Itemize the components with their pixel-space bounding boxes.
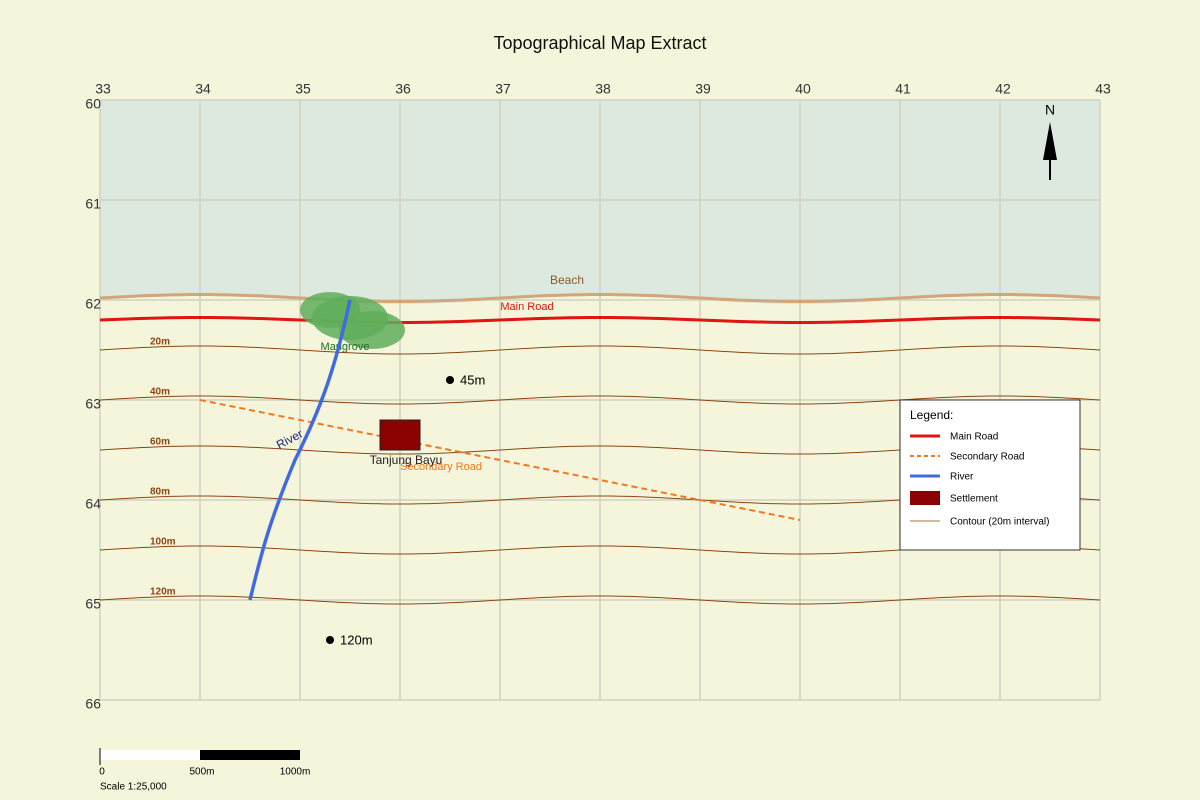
- northing-label: 64: [85, 496, 101, 512]
- contour-line: [99, 395, 1101, 405]
- northing-label: 66: [85, 696, 101, 712]
- contour-line: [99, 595, 1101, 605]
- scale-tick-label: 500m: [189, 767, 214, 778]
- northing-label: 61: [85, 196, 101, 212]
- legend-item: Secondary Road: [950, 452, 1025, 463]
- easting-label: 34: [195, 81, 211, 97]
- contour-label: 80m: [150, 487, 170, 498]
- spot-height-label: 120m: [340, 632, 373, 647]
- northing-label: 60: [85, 96, 101, 112]
- scale-segment: [200, 750, 300, 760]
- contour-label: 40m: [150, 387, 170, 398]
- main-road: [99, 316, 1101, 324]
- contour-label: 120m: [150, 587, 176, 598]
- easting-label: 41: [895, 81, 911, 97]
- legend-item: Main Road: [950, 432, 998, 443]
- northing-label: 63: [85, 396, 101, 412]
- easting-label: 43: [1095, 81, 1111, 97]
- secondary-road-label: Secondary Road: [400, 461, 482, 473]
- legend-title: Legend:: [910, 408, 953, 422]
- scale-segment: [100, 750, 200, 760]
- main-road-label: Main Road: [500, 301, 553, 313]
- spot-height-label: 45m: [460, 372, 485, 387]
- beach-line: [99, 293, 1101, 303]
- spot-height: [446, 376, 454, 384]
- north-label: N: [1045, 102, 1055, 118]
- easting-label: 35: [295, 81, 311, 97]
- northing-label: 62: [85, 296, 101, 312]
- contour-label: 20m: [150, 337, 170, 348]
- legend-item: Contour (20m interval): [950, 517, 1049, 528]
- mangrove-label: Mangrove: [321, 341, 370, 353]
- easting-label: 36: [395, 81, 411, 97]
- contour-label: 100m: [150, 537, 176, 548]
- northing-label: 65: [85, 596, 101, 612]
- north-arrow: [1043, 122, 1057, 160]
- easting-label: 38: [595, 81, 611, 97]
- easting-label: 42: [995, 81, 1011, 97]
- scale-tick-label: 0: [99, 767, 105, 778]
- river: [248, 299, 352, 601]
- legend-symbol: [910, 491, 940, 505]
- mangrove-area: [339, 311, 405, 349]
- settlement-label: Tanjung Bayu: [370, 453, 443, 467]
- legend-item: River: [950, 472, 974, 483]
- scale-tick-label: 1000m: [280, 767, 311, 778]
- easting-label: 39: [695, 81, 711, 97]
- scale-label: Scale 1:25,000: [100, 782, 167, 793]
- secondary-road: [199, 399, 801, 521]
- settlement: [379, 419, 421, 451]
- map-title: Topographical Map Extract: [493, 33, 706, 53]
- spot-height: [326, 636, 334, 644]
- easting-label: 33: [95, 81, 111, 97]
- contour-label: 60m: [150, 437, 170, 448]
- easting-label: 37: [495, 81, 511, 97]
- legend-item: Settlement: [950, 494, 998, 505]
- contour-line: [99, 345, 1101, 355]
- easting-label: 40: [795, 81, 811, 97]
- beach-label: Beach: [550, 273, 584, 287]
